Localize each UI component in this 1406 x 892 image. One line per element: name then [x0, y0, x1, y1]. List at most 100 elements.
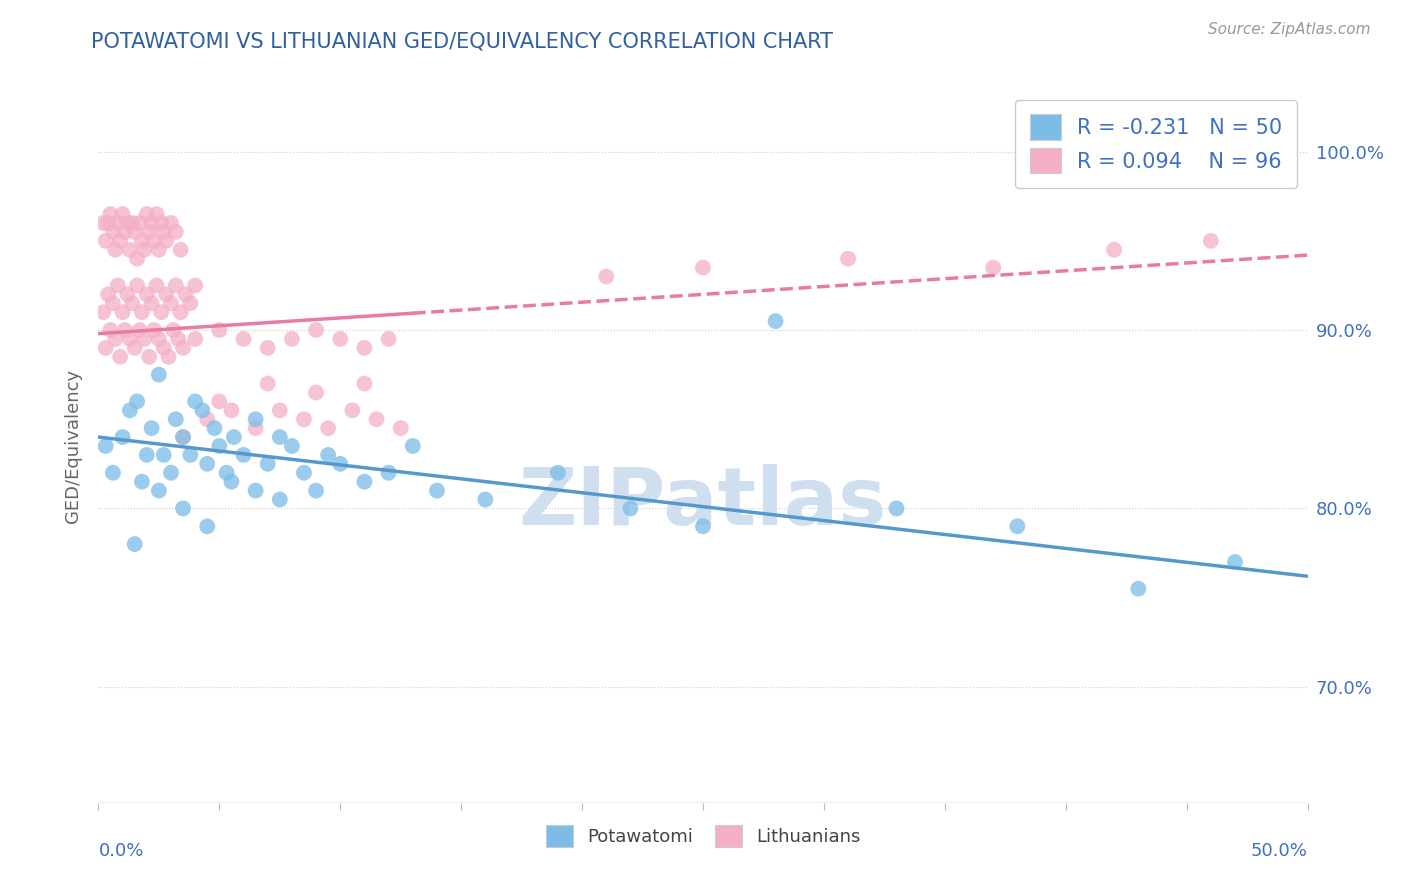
Point — [256, 376, 278, 391]
Point — [366, 412, 388, 426]
Point — [221, 475, 243, 489]
Point — [165, 412, 187, 426]
Point — [221, 403, 243, 417]
Point — [184, 278, 207, 293]
Point — [329, 332, 352, 346]
Point — [292, 466, 315, 480]
Point — [184, 394, 207, 409]
Point — [269, 403, 291, 417]
Point — [160, 216, 183, 230]
Point — [886, 501, 908, 516]
Point — [232, 332, 254, 346]
Point — [94, 439, 117, 453]
Point — [143, 234, 166, 248]
Point — [148, 368, 170, 382]
Legend: Potawatomi, Lithuanians: Potawatomi, Lithuanians — [538, 818, 868, 855]
Point — [108, 234, 131, 248]
Point — [342, 403, 364, 417]
Point — [1128, 582, 1150, 596]
Text: Source: ZipAtlas.com: Source: ZipAtlas.com — [1208, 22, 1371, 37]
Point — [91, 216, 114, 230]
Point — [204, 421, 226, 435]
Point — [131, 234, 153, 248]
Point — [160, 296, 183, 310]
Point — [124, 537, 146, 551]
Point — [118, 403, 141, 417]
Point — [305, 483, 328, 498]
Point — [94, 341, 117, 355]
Point — [135, 207, 157, 221]
Point — [148, 483, 170, 498]
Point — [191, 403, 214, 417]
Point — [162, 323, 184, 337]
Point — [148, 332, 170, 346]
Point — [305, 385, 328, 400]
Point — [114, 225, 136, 239]
Point — [128, 216, 150, 230]
Point — [353, 341, 375, 355]
Point — [134, 332, 156, 346]
Point — [111, 305, 134, 319]
Point — [245, 421, 267, 435]
Point — [765, 314, 787, 328]
Point — [402, 439, 425, 453]
Point — [148, 243, 170, 257]
Point — [127, 394, 149, 409]
Text: ZIPatlas: ZIPatlas — [519, 464, 887, 542]
Point — [232, 448, 254, 462]
Point — [595, 269, 617, 284]
Point — [692, 519, 714, 533]
Point — [316, 421, 339, 435]
Point — [127, 278, 149, 293]
Point — [208, 394, 231, 409]
Point — [100, 207, 122, 221]
Point — [167, 332, 190, 346]
Point — [179, 296, 201, 310]
Point — [143, 323, 166, 337]
Point — [256, 457, 278, 471]
Point — [152, 225, 174, 239]
Point — [389, 421, 412, 435]
Point — [353, 475, 375, 489]
Point — [281, 439, 304, 453]
Point — [152, 341, 174, 355]
Point — [547, 466, 569, 480]
Point — [1102, 243, 1125, 257]
Point — [426, 483, 449, 498]
Point — [128, 323, 150, 337]
Point — [837, 252, 859, 266]
Point — [131, 305, 153, 319]
Text: POTAWATOMI VS LITHUANIAN GED/EQUIVALENCY CORRELATION CHART: POTAWATOMI VS LITHUANIAN GED/EQUIVALENCY… — [91, 31, 834, 51]
Point — [141, 421, 163, 435]
Point — [169, 305, 191, 319]
Point — [138, 350, 160, 364]
Point — [377, 332, 399, 346]
Point — [157, 350, 180, 364]
Point — [172, 341, 194, 355]
Point — [117, 216, 139, 230]
Point — [245, 483, 267, 498]
Point — [111, 430, 134, 444]
Point — [114, 323, 136, 337]
Point — [111, 207, 134, 221]
Point — [160, 466, 183, 480]
Point — [135, 448, 157, 462]
Point — [101, 296, 124, 310]
Point — [155, 234, 177, 248]
Point — [195, 519, 218, 533]
Point — [474, 492, 496, 507]
Y-axis label: GED/Equivalency: GED/Equivalency — [65, 369, 83, 523]
Point — [97, 216, 120, 230]
Point — [100, 323, 122, 337]
Point — [305, 323, 328, 337]
Point — [179, 448, 201, 462]
Point — [215, 466, 238, 480]
Point — [245, 412, 267, 426]
Point — [619, 501, 641, 516]
Point — [145, 278, 167, 293]
Point — [165, 278, 187, 293]
Text: 0.0%: 0.0% — [98, 842, 143, 860]
Point — [134, 243, 156, 257]
Point — [1199, 234, 1222, 248]
Point — [150, 305, 173, 319]
